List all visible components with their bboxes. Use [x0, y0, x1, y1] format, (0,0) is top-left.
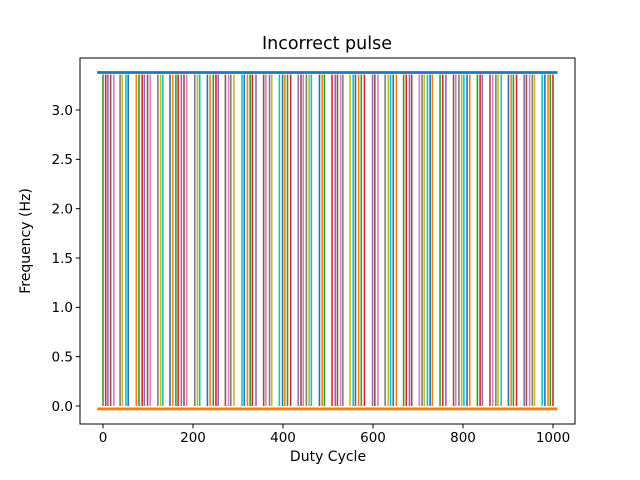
y-tick-label: 0.5 [52, 349, 73, 365]
x-tick-label: 400 [270, 430, 296, 446]
x-tick-label: 1000 [536, 430, 570, 446]
chart-title: Incorrect pulse [262, 34, 392, 54]
x-tick-label: 0 [99, 430, 108, 446]
axes-frame [79, 57, 576, 425]
y-tick-label: 1.5 [52, 251, 73, 267]
x-tick-label: 200 [180, 430, 206, 446]
y-tick-label: 2.0 [52, 201, 73, 217]
y-tick-label: 0.0 [52, 399, 73, 415]
axis-ticks: 0 200 400 600 800 1000 0.0 0.5 1.0 1.5 2.0 2.5 3.0 [52, 103, 571, 446]
y-axis-label: Frequency (Hz) [18, 188, 34, 294]
x-tick-label: 800 [450, 430, 476, 446]
y-tick-label: 3.0 [52, 103, 73, 119]
y-tick-label: 1.0 [52, 300, 73, 316]
x-tick-label: 600 [360, 430, 386, 446]
y-tick-label: 2.5 [52, 152, 73, 168]
series-layer [97, 71, 558, 411]
x-axis-label: Duty Cycle [290, 449, 366, 465]
